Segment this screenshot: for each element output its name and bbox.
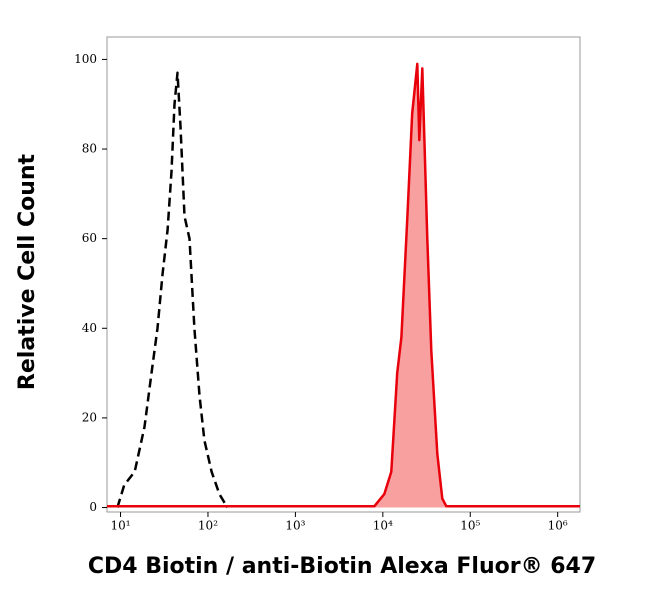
- y-tick-label: 100: [74, 52, 97, 66]
- histogram-area: [107, 63, 580, 508]
- y-tick-label: 60: [82, 231, 97, 245]
- histogram-line: [116, 71, 229, 509]
- x-tick-label: 10⁴: [373, 519, 393, 533]
- y-axis-label: Relative Cell Count: [15, 153, 40, 390]
- y-tick-label: 80: [82, 142, 97, 156]
- y-tick-label: 0: [89, 500, 97, 514]
- y-tick-label: 20: [82, 410, 97, 424]
- x-tick-label: 10³: [285, 519, 305, 533]
- y-tick-label: 40: [82, 321, 97, 335]
- x-axis-label: CD4 Biotin / anti-Biotin Alexa Fluor® 64…: [88, 554, 596, 579]
- histogram-line: [107, 62, 580, 508]
- x-tick-label: 10⁵: [460, 519, 480, 533]
- x-tick-label: 10¹: [110, 519, 130, 533]
- x-tick-label: 10²: [198, 519, 218, 533]
- plot-frame: [106, 36, 581, 513]
- x-tick-label: 10⁶: [548, 519, 568, 533]
